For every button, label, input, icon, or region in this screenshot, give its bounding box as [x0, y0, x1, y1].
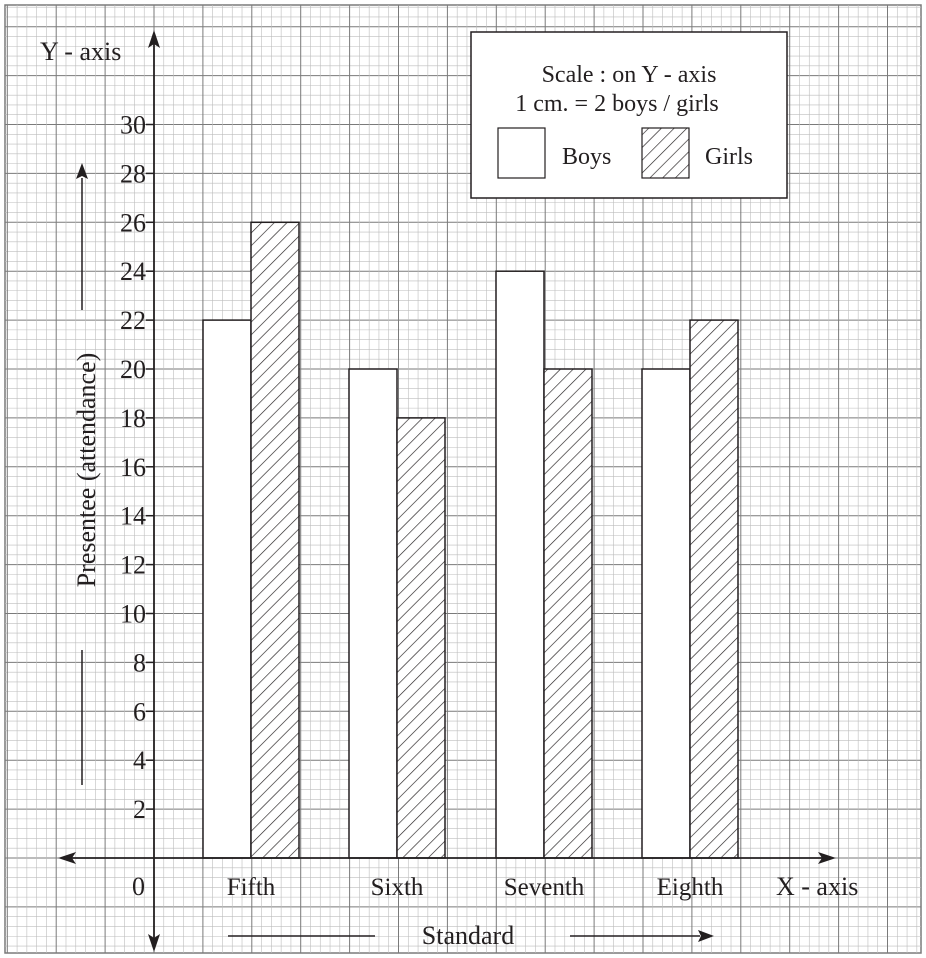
x-axis-title: Standard: [422, 921, 514, 950]
y-tick-label: 20: [120, 355, 146, 384]
y-tick-label: 10: [120, 600, 146, 629]
y-tick-label: 28: [120, 159, 146, 188]
bar-girls-eighth: [689, 319, 739, 859]
legend-boys-label: Boys: [562, 144, 611, 170]
y-axis-arrowhead-bottom: [148, 934, 160, 952]
y-tick-label: 24: [120, 257, 146, 286]
x-tick-label: Seventh: [504, 874, 585, 901]
bar-boys-eighth: [641, 368, 691, 859]
y-tick-label: 22: [120, 306, 146, 335]
y-tick-label: 6: [133, 697, 146, 726]
bar-boys-sixth: [348, 368, 398, 859]
legend-scale-line2: 1 cm. = 2 boys / girls: [515, 91, 719, 117]
y-tick-label: 16: [120, 453, 146, 482]
bar-girls-seventh: [543, 368, 593, 859]
x-tick-label: Eighth: [657, 874, 724, 901]
x-axis-arrowhead-right: [818, 852, 836, 864]
x-axis-arrowhead-left: [58, 852, 76, 864]
y-tick-label: 12: [120, 551, 146, 580]
legend-girls-label: Girls: [705, 144, 753, 170]
bar-boys-seventh: [495, 270, 545, 859]
x-axis-name: X - axis: [776, 872, 858, 901]
y-tick-label: 18: [120, 404, 146, 433]
y-tick-label: 2: [133, 795, 146, 824]
bar-girls-sixth: [396, 417, 446, 859]
bar-boys-fifth: [202, 319, 252, 859]
legend-scale-line1: Scale : on Y - axis: [542, 62, 717, 88]
x-tick-label: Sixth: [371, 874, 424, 901]
legend-boys-swatch: [497, 127, 546, 179]
y-axis-name: Y - axis: [40, 37, 121, 66]
origin-label: 0: [132, 872, 145, 901]
y-axis-title: Presentee (attendance): [72, 353, 101, 588]
legend: Scale : on Y - axis 1 cm. = 2 boys / gir…: [470, 31, 788, 199]
bars-group: Fifth Sixth Seventh Eighth: [202, 221, 739, 901]
y-tick-label: 26: [120, 208, 146, 237]
y-axis-arrowhead-top: [148, 30, 160, 48]
legend-girls-swatch: [641, 127, 690, 179]
y-tick-label: 8: [133, 648, 146, 677]
x-tick-label: Fifth: [227, 874, 276, 901]
y-tick-label: 14: [120, 502, 146, 531]
y-tick-label: 4: [133, 746, 146, 775]
x-title-arrowhead: [698, 930, 714, 942]
bar-girls-fifth: [250, 221, 300, 859]
y-tick-label: 30: [120, 111, 146, 140]
y-title-arrowhead: [76, 163, 88, 179]
